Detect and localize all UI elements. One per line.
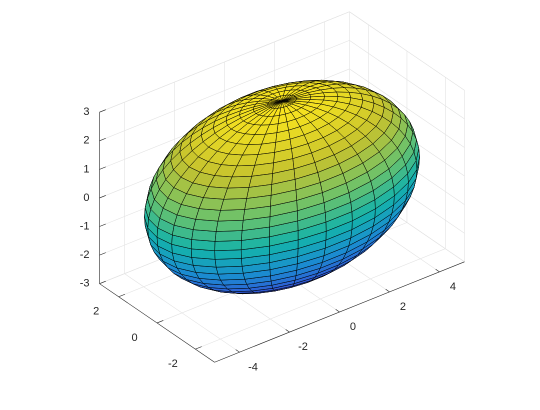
x-tick bbox=[435, 268, 440, 273]
z-tick-label: 3 bbox=[83, 106, 89, 118]
surface-patch bbox=[220, 198, 247, 211]
z-tick bbox=[99, 223, 106, 227]
surface-patch bbox=[214, 240, 242, 251]
surface-patch bbox=[215, 219, 244, 232]
box-edge bbox=[99, 11, 350, 113]
x-tick-label: -2 bbox=[298, 341, 308, 353]
z-tick bbox=[99, 166, 106, 170]
surface-patch bbox=[198, 197, 224, 211]
grid-line bbox=[349, 40, 465, 120]
z-tick-label: 0 bbox=[83, 192, 89, 204]
grid-line bbox=[349, 68, 465, 148]
z-tick bbox=[99, 280, 106, 284]
x-tick bbox=[285, 329, 290, 333]
surface-patch bbox=[214, 249, 242, 260]
x-tick-label: 2 bbox=[400, 301, 406, 313]
x-tick-label: 0 bbox=[350, 321, 356, 333]
surface-patch bbox=[214, 258, 243, 268]
y-tick-label: -2 bbox=[168, 358, 178, 370]
x-tick bbox=[235, 349, 240, 353]
z-tick bbox=[99, 109, 106, 113]
y-tick bbox=[118, 293, 126, 298]
z-tick-label: -3 bbox=[80, 278, 90, 290]
z-tick-label: 1 bbox=[83, 163, 89, 175]
surface-patch bbox=[217, 209, 245, 222]
z-tick bbox=[99, 252, 106, 256]
z-tick bbox=[99, 195, 106, 199]
z-tick-label: -2 bbox=[80, 249, 90, 261]
x-tick-label: 4 bbox=[450, 281, 456, 293]
surface-patch bbox=[192, 219, 219, 232]
y-tick bbox=[195, 346, 202, 350]
box-edge bbox=[349, 11, 465, 91]
surface-patch bbox=[215, 265, 244, 275]
y-axis bbox=[99, 283, 215, 363]
surface-patch bbox=[195, 208, 221, 222]
surface-patch bbox=[217, 272, 245, 281]
surface-patch bbox=[323, 91, 339, 97]
x-tick bbox=[385, 289, 390, 293]
y-tick bbox=[156, 320, 164, 324]
y-tick-label: 2 bbox=[93, 306, 99, 318]
surface-patch bbox=[223, 187, 250, 200]
z-tick bbox=[99, 138, 106, 142]
surface-patch bbox=[214, 230, 243, 242]
x-tick-label: -4 bbox=[248, 361, 258, 373]
x-tick bbox=[335, 309, 340, 313]
grid-line bbox=[99, 40, 350, 142]
grid-line bbox=[195, 248, 446, 350]
y-tick-label: 0 bbox=[131, 332, 137, 344]
z-tick-label: 2 bbox=[83, 135, 89, 147]
z-tick-label: -1 bbox=[80, 220, 90, 232]
